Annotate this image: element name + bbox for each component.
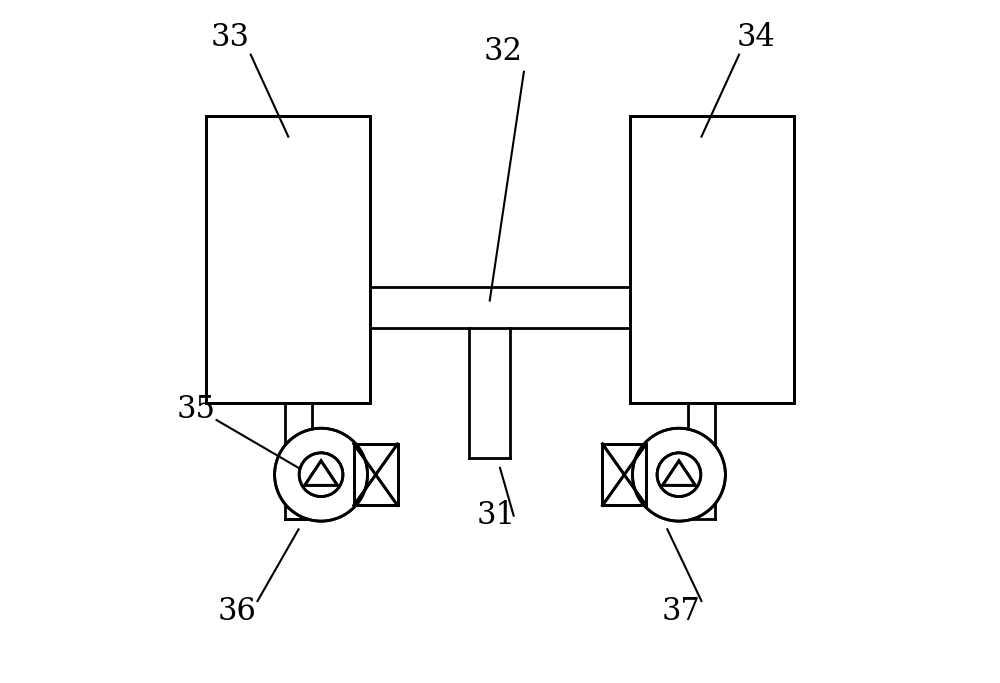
Bar (354, 444, 398, 505)
Text: 32: 32 (484, 36, 523, 67)
Bar (602, 444, 646, 505)
Bar (206, 116, 370, 403)
Bar (630, 116, 794, 403)
Bar (630, 116, 794, 403)
Bar (206, 116, 370, 403)
Text: 36: 36 (218, 596, 256, 627)
Bar (602, 444, 646, 505)
Text: 35: 35 (177, 394, 216, 426)
Circle shape (275, 428, 367, 521)
Text: 33: 33 (211, 22, 250, 53)
Text: 31: 31 (477, 500, 516, 531)
Bar (354, 444, 398, 505)
Text: 34: 34 (737, 22, 776, 53)
Text: 37: 37 (662, 596, 700, 627)
Bar (602, 444, 646, 505)
Circle shape (633, 428, 725, 521)
Bar (354, 444, 398, 505)
